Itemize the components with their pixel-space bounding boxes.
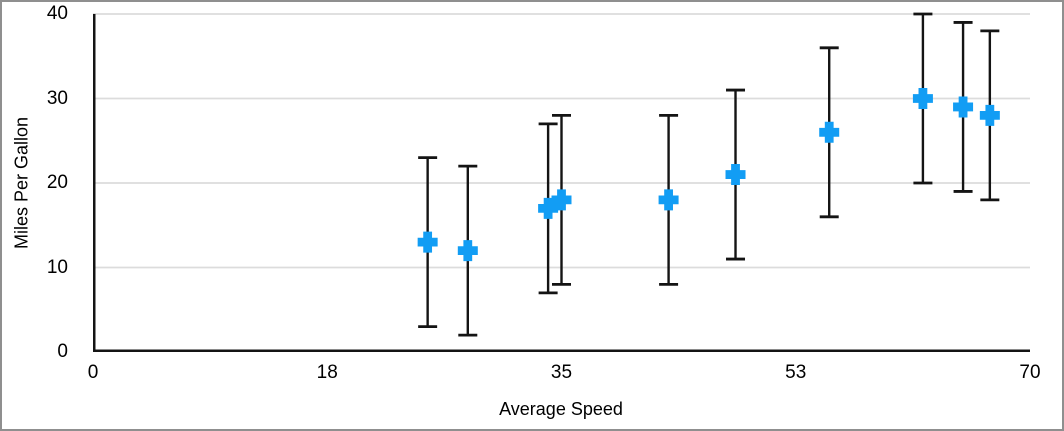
x-tick-label: 53: [785, 362, 807, 383]
y-tick-label: 40: [46, 3, 68, 24]
x-tick-label: 0: [87, 362, 99, 383]
data-point-marker[interactable]: [953, 96, 974, 118]
x-tick-label: 18: [316, 362, 338, 383]
x-axis-title: Average Speed: [499, 399, 623, 419]
x-tick-label: 35: [550, 362, 573, 383]
data-point-marker[interactable]: [912, 88, 933, 109]
y-tick-label: 10: [46, 256, 68, 278]
data-point-marker[interactable]: [658, 189, 679, 211]
data-point-marker[interactable]: [819, 121, 840, 143]
x-tick-label: 70: [1019, 362, 1041, 383]
y-tick-label: 30: [46, 87, 68, 109]
data-point-marker[interactable]: [551, 189, 572, 211]
y-tick-label: 0: [57, 341, 68, 362]
y-tick-label: 20: [46, 172, 68, 193]
data-point-marker[interactable]: [538, 197, 559, 219]
data-point-marker[interactable]: [457, 240, 478, 262]
data-point-marker[interactable]: [417, 231, 438, 253]
data-point-marker[interactable]: [979, 104, 1000, 126]
plot-area: [93, 12, 1030, 352]
data-point-marker[interactable]: [725, 164, 746, 186]
